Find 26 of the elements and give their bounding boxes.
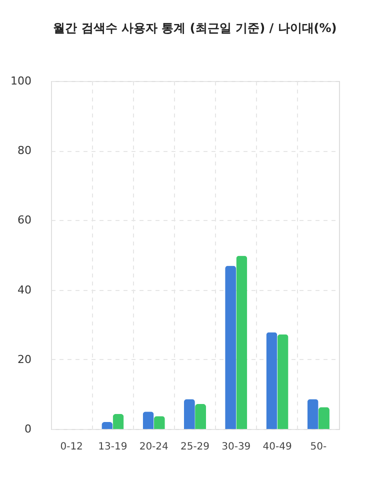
y-tick-label: 20 [18, 352, 32, 366]
bar [102, 422, 113, 429]
x-tick-label: 40-49 [262, 442, 292, 452]
y-tick-label: 100 [10, 74, 32, 88]
x-tick-label: 0-12 [60, 442, 83, 452]
x-tick-label: 25-29 [180, 442, 210, 452]
bar [318, 407, 330, 429]
bar [225, 266, 236, 429]
y-tick-label: 60 [18, 214, 32, 227]
x-tick-label: 50- [310, 442, 327, 452]
bar [307, 399, 318, 429]
x-tick-label: 20-24 [139, 442, 168, 452]
bar [154, 416, 165, 429]
bar [277, 334, 288, 429]
y-tick-label: 80 [18, 144, 32, 158]
x-tick-label: 30-39 [222, 442, 251, 452]
bar [266, 332, 278, 429]
x-tick-label: 13-19 [98, 442, 128, 452]
bar [142, 412, 154, 429]
chart-title: 월간 검색수 사용자 통계 (최근일 기준) / 나이대(%) [53, 21, 337, 35]
bar [236, 256, 248, 429]
bar [112, 414, 124, 429]
y-tick-label: 0 [24, 422, 32, 436]
y-tick-label: 40 [18, 283, 32, 296]
bar [184, 399, 195, 429]
bar [195, 404, 206, 429]
